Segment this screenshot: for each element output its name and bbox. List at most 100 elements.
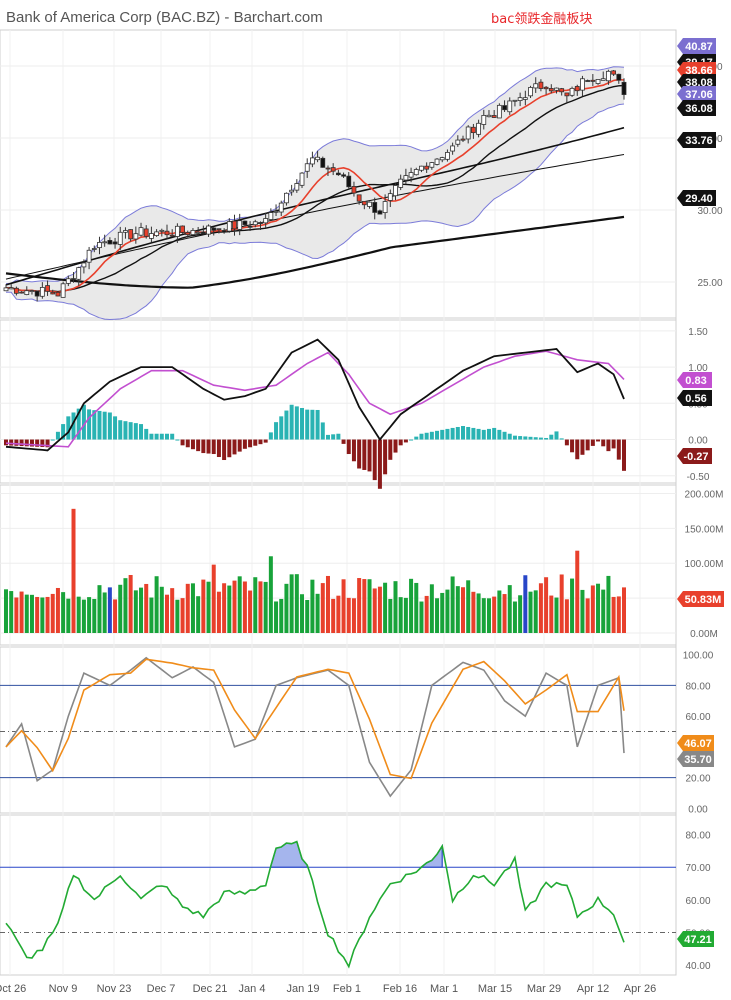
volume-bar [538,583,543,633]
volume-bar [149,597,154,633]
macd-histogram-bar [461,426,466,440]
price-tag-bg [677,190,716,206]
candle-body [138,227,144,236]
candle-body [76,267,82,280]
volume-bar [393,581,398,633]
candle-body [372,202,378,213]
bollinger-upper-line [5,66,625,285]
candle-body [226,221,232,232]
candle-body [294,183,300,191]
macd-histogram-bar [523,436,528,440]
volume-bar [284,583,289,633]
macd-histogram-bar [232,439,237,455]
x-tick-label: Feb 1 [333,983,361,995]
volume-bar [367,579,372,633]
candle-body [429,162,435,168]
macd-histogram-bar [341,439,346,444]
candle-body [382,201,388,214]
macd-histogram-bar [133,423,138,440]
volume-bar [564,599,569,633]
candle-body [580,78,585,91]
volume-bar [414,582,419,633]
macd-histogram-bar [466,426,471,440]
volume-y-tick: 150.00M [685,524,724,535]
candle-body [91,248,97,250]
price-tag [677,38,716,54]
stoch-y-tick: 100.00 [683,651,714,662]
volume-bar [242,581,247,633]
volume-tag-bg [677,591,724,607]
candle-body [284,192,289,204]
candle-body [611,70,617,75]
candle-body [221,230,227,233]
volume-bar [35,596,40,633]
macd-histogram-bar [403,439,408,443]
candle-body [445,152,450,160]
macd-histogram-bar [149,433,154,440]
volume-bar [201,579,206,633]
volume-bar [398,597,403,633]
volume-bar [616,596,621,633]
rsi-overbought-area [270,840,308,868]
candle-body [507,100,513,113]
candle-body [149,233,154,239]
macd-histogram-bar [175,439,180,441]
candle-body [310,157,315,165]
macd-histogram-bar [118,420,123,440]
candle-body [616,73,622,81]
macd-y-tick: -0.50 [687,472,710,483]
macd-tag-label: 0.83 [685,375,706,387]
volume-bar [40,597,45,633]
macd-histogram-bar [310,409,315,440]
macd-histogram-bar [388,439,393,460]
macd-histogram-bar [528,436,533,440]
macd-histogram-bar [9,439,14,446]
volume-bar [61,592,66,633]
macd-y-tick: 1.50 [688,327,708,338]
candle-body [55,291,61,297]
price-tag-bg [677,100,716,116]
x-tick-label: Oct 26 [0,983,26,995]
macd-histogram-bar [450,427,455,440]
volume-bar [159,586,164,633]
candle-body [273,210,279,213]
volume-bar [362,579,367,633]
candle-body [185,232,191,236]
macd-histogram-bar [481,429,486,440]
candle-body [180,225,185,233]
candle-body [398,178,404,188]
candle-body [252,221,258,226]
x-tick-label: Mar 15 [478,983,512,995]
volume-bar [289,574,294,633]
volume-bar [107,587,112,633]
candle-body [34,290,40,297]
volume-bar [50,593,55,633]
candle-body [128,229,134,240]
macd-histogram-bar [538,437,543,440]
macd-histogram-bar [429,431,434,440]
volume-bar [357,578,362,633]
stoch-tag [677,735,714,751]
volume-bar [310,579,315,633]
macd-histogram-bar [512,435,517,440]
volume-bar [549,595,554,633]
candle-body [13,287,19,294]
stoch-k-line [5,656,625,798]
macd-histogram-bar [315,409,320,440]
candle-body [190,230,196,236]
x-tick-label: Apr 12 [577,983,609,995]
macd-histogram-bar [502,431,507,440]
candle-body [522,97,528,100]
macd-histogram-bar [87,409,92,440]
candle-body [86,249,92,263]
candle-body [512,99,518,102]
candle-body [206,225,211,235]
macd-histogram-bar [222,439,227,461]
volume-bar [346,597,351,633]
candle-body [569,87,575,96]
volume-bar [139,587,144,633]
volume-bar [268,556,273,633]
candle-body [258,222,263,224]
macd-histogram-bar [139,424,144,440]
